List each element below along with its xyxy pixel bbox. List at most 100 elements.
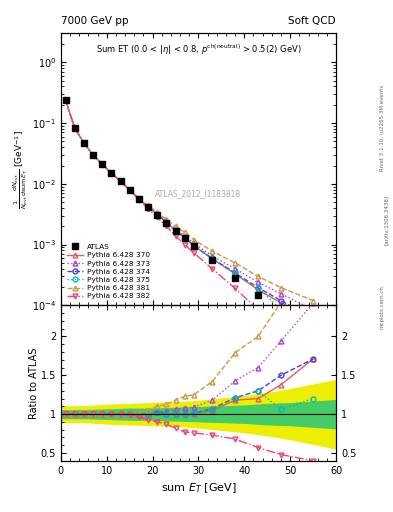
- Pythia 6.428 370: [155, 211, 160, 217]
- Pythia 6.428 370: [109, 170, 114, 176]
- Pythia 6.428 374: [63, 97, 68, 103]
- Pythia 6.428 382: [118, 178, 123, 184]
- Pythia 6.428 370: [191, 243, 196, 249]
- Pythia 6.428 374: [182, 234, 187, 241]
- Pythia 6.428 382: [109, 170, 114, 176]
- Pythia 6.428 370: [233, 271, 237, 277]
- Pythia 6.428 370: [173, 227, 178, 233]
- Pythia 6.428 374: [279, 297, 283, 304]
- ATLAS: [164, 220, 169, 226]
- Pythia 6.428 382: [100, 161, 105, 167]
- Pythia 6.428 375: [63, 97, 68, 103]
- Pythia 6.428 374: [191, 242, 196, 248]
- Pythia 6.428 375: [210, 255, 215, 262]
- Pythia 6.428 375: [146, 204, 151, 210]
- Pythia 6.428 375: [109, 170, 114, 176]
- Pythia 6.428 370: [72, 125, 77, 131]
- Pythia 6.428 370: [279, 300, 283, 306]
- Y-axis label: $\frac{1}{N_\mathsf{evt}}\frac{dN_\mathsf{evt}}{d\mathsf{sum}\,E_T}$ [GeV$^{-1}$: $\frac{1}{N_\mathsf{evt}}\frac{dN_\maths…: [12, 130, 31, 209]
- Pythia 6.428 375: [256, 285, 261, 291]
- Pythia 6.428 375: [182, 234, 187, 241]
- ATLAS: [311, 330, 316, 336]
- Pythia 6.428 381: [100, 161, 105, 167]
- Text: [arXiv:1306.3436]: [arXiv:1306.3436]: [384, 195, 389, 245]
- Pythia 6.428 375: [191, 242, 196, 248]
- Pythia 6.428 382: [91, 152, 95, 158]
- Pythia 6.428 375: [72, 125, 77, 131]
- Pythia 6.428 381: [91, 152, 95, 158]
- ATLAS: [100, 161, 105, 167]
- Pythia 6.428 370: [91, 152, 95, 158]
- Pythia 6.428 382: [81, 140, 86, 146]
- Pythia 6.428 374: [173, 227, 178, 233]
- Pythia 6.428 375: [233, 270, 237, 276]
- Pythia 6.428 382: [72, 125, 77, 131]
- Pythia 6.428 370: [210, 256, 215, 262]
- Pythia 6.428 373: [118, 178, 123, 184]
- Pythia 6.428 373: [279, 291, 283, 297]
- Pythia 6.428 373: [155, 211, 160, 217]
- Pythia 6.428 374: [136, 196, 141, 202]
- Pythia 6.428 374: [164, 220, 169, 226]
- Pythia 6.428 370: [256, 287, 261, 293]
- Pythia 6.428 381: [81, 140, 86, 146]
- Pythia 6.428 381: [118, 178, 123, 184]
- ATLAS: [191, 243, 196, 249]
- Pythia 6.428 382: [311, 354, 316, 360]
- Pythia 6.428 375: [173, 227, 178, 233]
- Pythia 6.428 382: [279, 328, 283, 334]
- Pythia 6.428 373: [63, 97, 68, 103]
- Pythia 6.428 370: [311, 316, 316, 322]
- Pythia 6.428 373: [81, 140, 86, 146]
- Pythia 6.428 373: [173, 226, 178, 232]
- Pythia 6.428 381: [146, 202, 151, 208]
- Legend: ATLAS, Pythia 6.428 370, Pythia 6.428 373, Pythia 6.428 374, Pythia 6.428 375, P: ATLAS, Pythia 6.428 370, Pythia 6.428 37…: [64, 242, 152, 302]
- Pythia 6.428 373: [136, 196, 141, 202]
- Pythia 6.428 374: [256, 285, 261, 291]
- Pythia 6.428 382: [63, 97, 68, 103]
- Pythia 6.428 370: [127, 187, 132, 193]
- ATLAS: [182, 234, 187, 241]
- Pythia 6.428 382: [136, 197, 141, 203]
- Pythia 6.428 373: [146, 204, 151, 210]
- Pythia 6.428 373: [311, 307, 316, 313]
- ATLAS: [210, 257, 215, 263]
- Pythia 6.428 381: [256, 273, 261, 280]
- ATLAS: [109, 170, 114, 176]
- Pythia 6.428 374: [155, 211, 160, 217]
- Pythia 6.428 373: [127, 187, 132, 193]
- Pythia 6.428 370: [118, 178, 123, 184]
- Line: Pythia 6.428 373: Pythia 6.428 373: [63, 97, 316, 312]
- Pythia 6.428 373: [182, 232, 187, 239]
- Pythia 6.428 373: [72, 125, 77, 131]
- Pythia 6.428 373: [164, 219, 169, 225]
- Pythia 6.428 382: [256, 307, 261, 313]
- Pythia 6.428 370: [136, 196, 141, 202]
- Pythia 6.428 375: [155, 211, 160, 217]
- Pythia 6.428 370: [182, 234, 187, 241]
- Line: ATLAS: ATLAS: [63, 97, 316, 336]
- Pythia 6.428 374: [127, 187, 132, 193]
- ATLAS: [173, 227, 178, 233]
- ATLAS: [155, 211, 160, 218]
- ATLAS: [118, 178, 123, 184]
- Line: Pythia 6.428 374: Pythia 6.428 374: [63, 97, 316, 321]
- Pythia 6.428 373: [191, 240, 196, 246]
- ATLAS: [91, 152, 95, 158]
- Pythia 6.428 374: [146, 204, 151, 210]
- Pythia 6.428 381: [233, 260, 237, 266]
- Pythia 6.428 373: [233, 266, 237, 272]
- Pythia 6.428 374: [233, 270, 237, 276]
- ATLAS: [63, 97, 68, 103]
- Pythia 6.428 370: [164, 220, 169, 226]
- Pythia 6.428 381: [210, 248, 215, 254]
- Pythia 6.428 375: [311, 325, 316, 331]
- Pythia 6.428 381: [173, 223, 178, 229]
- Text: 7000 GeV pp: 7000 GeV pp: [61, 15, 129, 26]
- Pythia 6.428 381: [191, 237, 196, 243]
- Pythia 6.428 382: [155, 215, 160, 221]
- ATLAS: [233, 275, 237, 281]
- Text: Rivet 3.1.10, \u2265 3M events: Rivet 3.1.10, \u2265 3M events: [380, 85, 384, 171]
- Pythia 6.428 375: [164, 220, 169, 226]
- Line: Pythia 6.428 375: Pythia 6.428 375: [63, 97, 316, 331]
